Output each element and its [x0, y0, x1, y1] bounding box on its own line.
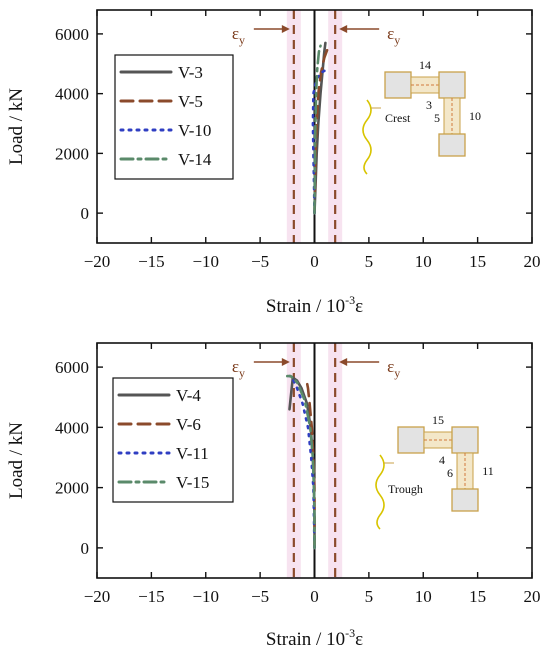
inset-number: 11	[482, 464, 494, 478]
yield-label-left: εy	[232, 24, 245, 47]
y-tick-label: 4000	[55, 418, 89, 437]
inset-block	[438, 71, 466, 99]
series-line-V-15	[286, 374, 316, 550]
inset-block	[397, 426, 425, 454]
y-tick-label: 2000	[55, 479, 89, 498]
legend-label: V-14	[178, 150, 212, 169]
x-tick-label: −20	[84, 587, 111, 606]
x-tick-label: 15	[469, 252, 486, 271]
x-tick-label: 10	[415, 252, 432, 271]
y-tick-label: 0	[81, 539, 90, 558]
yield-band	[328, 343, 343, 578]
x-tick-label: 0	[310, 252, 319, 271]
x-tick-label: 20	[524, 587, 541, 606]
inset-block	[384, 71, 412, 99]
yield-arrowhead-right	[339, 25, 348, 33]
x-tick-label: −15	[138, 252, 165, 271]
yield-label-left: εy	[232, 357, 245, 380]
inset-connector	[423, 431, 453, 449]
yield-arrowhead-left	[281, 25, 290, 33]
y-axis-label: Load / kN	[6, 88, 27, 165]
chart-panel-2: −20 −15 −10 −5 0 5 10 15 20 0 2000 4000 6000 Strain /…	[6, 342, 541, 650]
x-tick-label: 0	[310, 587, 319, 606]
inset-wave	[362, 99, 372, 175]
legend-box	[114, 54, 234, 180]
yield-arrowhead-right	[339, 358, 348, 366]
y-tick-label: 6000	[55, 25, 89, 44]
yield-band	[328, 10, 343, 243]
legend-label: V-15	[176, 473, 209, 492]
yield-arrowhead-left	[281, 358, 290, 366]
x-tick-label: 10	[415, 587, 432, 606]
inset-connector	[410, 76, 440, 94]
inset-wave	[375, 454, 385, 530]
y-tick-label: 6000	[55, 358, 89, 377]
y-tick-label: 2000	[55, 144, 89, 163]
x-tick-label: −10	[192, 252, 219, 271]
x-tick-label: 5	[365, 252, 374, 271]
inset-number: 5	[434, 111, 440, 125]
legend-label: V-10	[178, 121, 211, 140]
x-axis-label: Strain / 10-3ε	[266, 293, 363, 317]
chart-panel-1: −20 −15 −10 −5 0 5 10 15 20 0 2000 4000 6000 Strain /…	[6, 9, 541, 317]
x-tick-label: −5	[251, 252, 269, 271]
legend-label: V-6	[176, 415, 201, 434]
y-axis-label: Load / kN	[6, 422, 27, 499]
x-tick-label: 5	[365, 587, 374, 606]
inset-number: 14	[419, 58, 431, 72]
series-line-V-11	[288, 374, 316, 550]
inset-number: 6	[447, 466, 453, 480]
inset-block	[451, 488, 479, 512]
y-tick-label: 4000	[55, 85, 89, 104]
x-tick-label: −20	[84, 252, 111, 271]
legend-box	[112, 377, 234, 503]
inset-number: 4	[439, 453, 445, 467]
inset-number: 3	[426, 98, 432, 112]
legend-label: V-11	[176, 444, 209, 463]
x-tick-label: −10	[192, 587, 219, 606]
x-tick-label: 15	[469, 587, 486, 606]
inset-block	[451, 426, 479, 454]
x-tick-label: 20	[524, 252, 541, 271]
x-axis-label: Strain / 10-3ε	[266, 626, 363, 650]
yield-label-right: εy	[387, 24, 400, 47]
y-tick-label: 0	[81, 204, 90, 223]
legend-label: V-4	[176, 386, 201, 405]
inset-label: Crest	[385, 111, 411, 125]
x-tick-label: −5	[251, 587, 269, 606]
series-line-V-5	[313, 47, 329, 215]
yield-band	[286, 10, 301, 243]
legend-label: V-5	[178, 92, 203, 111]
x-tick-label: −15	[138, 587, 165, 606]
series-line-V-14	[313, 44, 322, 215]
legend-label: V-3	[178, 63, 203, 82]
yield-label-right: εy	[387, 357, 400, 380]
inset-block	[438, 133, 466, 157]
inset-label: Trough	[388, 482, 423, 496]
inset-number: 10	[469, 109, 481, 123]
inset-number: 15	[432, 413, 444, 427]
